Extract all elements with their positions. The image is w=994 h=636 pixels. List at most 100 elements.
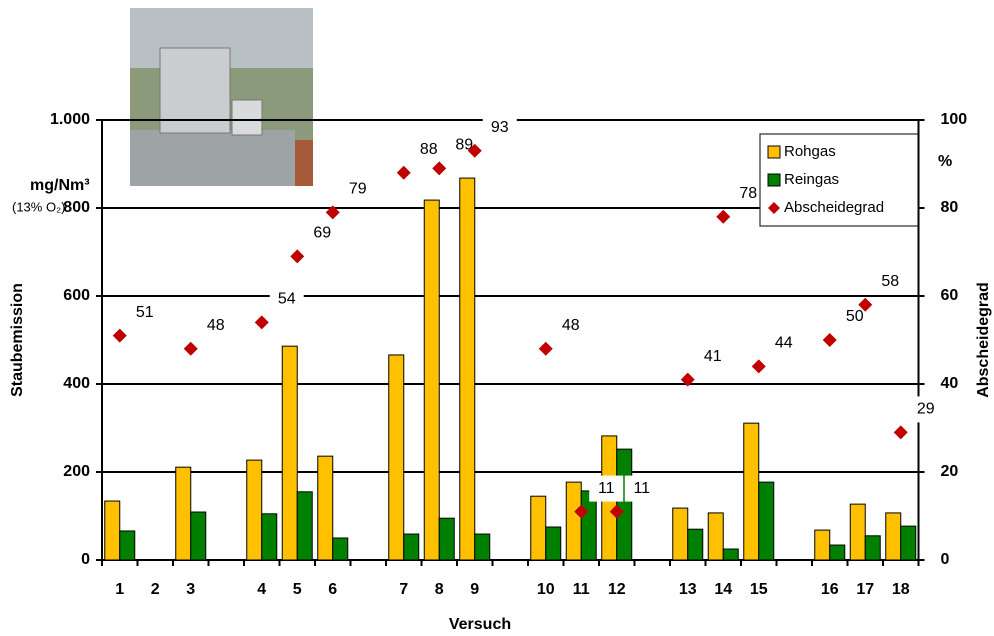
data-label-box: [411, 136, 446, 163]
x-tick-label: 8: [435, 581, 444, 598]
bar: [758, 481, 775, 561]
bar: [190, 511, 207, 561]
data-label: 88: [411, 136, 446, 163]
x-tick-label: 11: [573, 581, 590, 598]
data-label-box: [695, 343, 730, 370]
y-tick-label: 400: [63, 375, 90, 392]
y2-tick-label: 100: [941, 111, 968, 128]
x-tick-label: 3: [186, 581, 195, 598]
data-label-box: [482, 114, 517, 141]
data-label-text: 89: [455, 137, 473, 154]
legend-label: Abscheidegrad: [784, 199, 884, 216]
x-tick-label: 10: [537, 581, 555, 598]
y-tick-label: 200: [63, 463, 90, 480]
data-label: 11: [589, 475, 624, 502]
bar: [474, 533, 491, 561]
marker: [432, 161, 447, 176]
data-label-box: [340, 176, 375, 203]
bar: [885, 512, 902, 561]
bar: [722, 548, 739, 561]
marker: [893, 425, 908, 440]
data-label: 11: [624, 475, 659, 502]
marker: [396, 165, 411, 180]
bar: [707, 512, 724, 561]
marker: [290, 249, 305, 264]
data-label-box: [269, 286, 304, 313]
data-label-text: 48: [207, 317, 225, 334]
data-label: 58: [873, 268, 908, 295]
data-label: 48: [198, 312, 233, 339]
bar: [261, 513, 278, 561]
data-label-box: [305, 220, 340, 247]
bar: [317, 455, 334, 561]
y-tick-label: 1.000: [50, 111, 90, 128]
x-tick-label: 16: [821, 581, 839, 598]
data-label: 69: [305, 220, 340, 247]
x-tick-label: 17: [856, 581, 874, 598]
bar: [332, 537, 349, 561]
x-tick-label: 9: [470, 581, 479, 598]
data-label-text: 11: [633, 480, 650, 497]
bar: [438, 517, 455, 561]
x-tick-label: 12: [608, 581, 626, 598]
bar: [175, 466, 192, 561]
y2-tick-label: 80: [941, 199, 959, 216]
data-label: 44: [766, 330, 801, 357]
data-label: 48: [553, 312, 588, 339]
bar: [616, 448, 633, 561]
legend-swatch: [767, 145, 781, 159]
x-tick-label: 14: [714, 581, 732, 598]
y2-unit: %: [938, 153, 952, 170]
legend-label: Rohgas: [784, 143, 836, 160]
marker: [325, 205, 340, 220]
data-label-text: 93: [491, 119, 509, 136]
y-tick-label: 600: [63, 287, 90, 304]
data-label: 29: [908, 396, 943, 423]
legend-swatch: [768, 202, 780, 214]
marker: [467, 143, 482, 158]
x-tick-label: 5: [293, 581, 302, 598]
x-tick-label: 13: [679, 581, 697, 598]
bar: [119, 530, 136, 561]
y2-axis-title: Abscheidegrad: [975, 282, 992, 398]
data-label-text: 78: [739, 185, 757, 202]
data-label-box: [553, 312, 588, 339]
bar: [246, 459, 263, 561]
x-tick-label: 18: [892, 581, 910, 598]
y-tick-label: 800: [63, 199, 90, 216]
x-tick-label: 6: [328, 581, 337, 598]
y2-tick-label: 20: [941, 463, 959, 480]
y-axis-title: Staubemission: [9, 283, 26, 397]
legend-box: [759, 133, 919, 227]
bar: [281, 345, 298, 561]
marker: [680, 372, 695, 387]
photo: [130, 8, 313, 186]
bar: [459, 177, 476, 561]
bar: [530, 495, 547, 561]
bar: [104, 500, 121, 561]
marker: [609, 504, 624, 519]
legend-swatch: [767, 173, 781, 187]
data-label-text: 48: [562, 317, 580, 334]
marker: [183, 341, 198, 356]
bar: [296, 491, 313, 561]
y2-tick-label: 40: [941, 375, 959, 392]
legend: Rohgas Reingas Abscheidegrad: [759, 133, 919, 227]
legend-label: Reingas: [784, 171, 839, 188]
x-tick-label: 4: [257, 581, 266, 598]
bar: [829, 544, 846, 561]
data-label-text: 29: [917, 401, 935, 418]
marker: [112, 328, 127, 343]
data-label-text: 58: [881, 273, 899, 290]
data-label-text: 41: [704, 348, 722, 365]
data-label-box: [589, 475, 624, 502]
marker: [822, 333, 837, 347]
data-label-box: [127, 299, 162, 326]
data-label-box: [873, 268, 908, 295]
y-unit: mg/Nm³: [30, 177, 90, 194]
bar: [743, 422, 760, 561]
data-label: 79: [340, 176, 375, 203]
data-label: 93: [482, 114, 517, 141]
marker: [538, 341, 553, 356]
